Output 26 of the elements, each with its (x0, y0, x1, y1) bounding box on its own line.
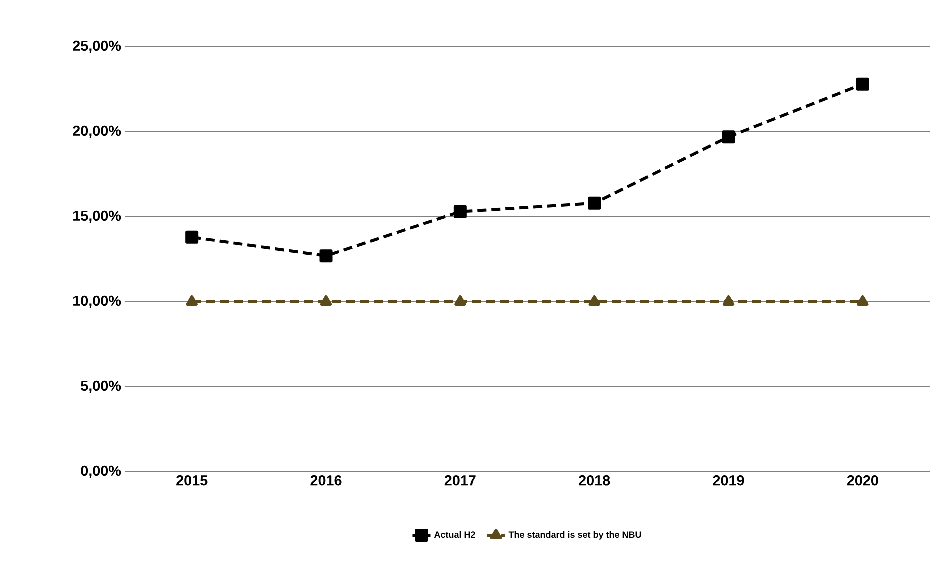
point (186, 230, 199, 244)
y-tick-label: 5,00% (81, 380, 122, 394)
point (454, 205, 467, 218)
legend-label: Actual H2 (434, 531, 476, 538)
x-tick-label: 2018 (579, 476, 610, 486)
x-tick-label: 2015 (176, 476, 208, 486)
point (588, 196, 602, 210)
point (857, 295, 869, 306)
point (320, 295, 332, 306)
point (454, 295, 466, 306)
x-tick-label: 2016 (310, 476, 342, 486)
point (320, 250, 333, 263)
legend-label: The standard is set by the NBU (508, 531, 642, 540)
y-tick-label: 20,00% (73, 126, 122, 138)
point (588, 295, 600, 306)
x-tick-label: 2017 (444, 476, 476, 486)
y-tick-label: 0,00% (81, 466, 122, 478)
point (186, 295, 198, 306)
x-tick-label: 2019 (713, 476, 744, 486)
y-tick-label: 10,00% (74, 296, 122, 308)
x-tick-label: 2020 (847, 476, 878, 486)
point (722, 130, 736, 144)
point (856, 78, 870, 91)
point (722, 295, 735, 306)
y-tick-label: 15,00% (74, 210, 122, 224)
y-tick-label: 25,00% (73, 40, 122, 54)
